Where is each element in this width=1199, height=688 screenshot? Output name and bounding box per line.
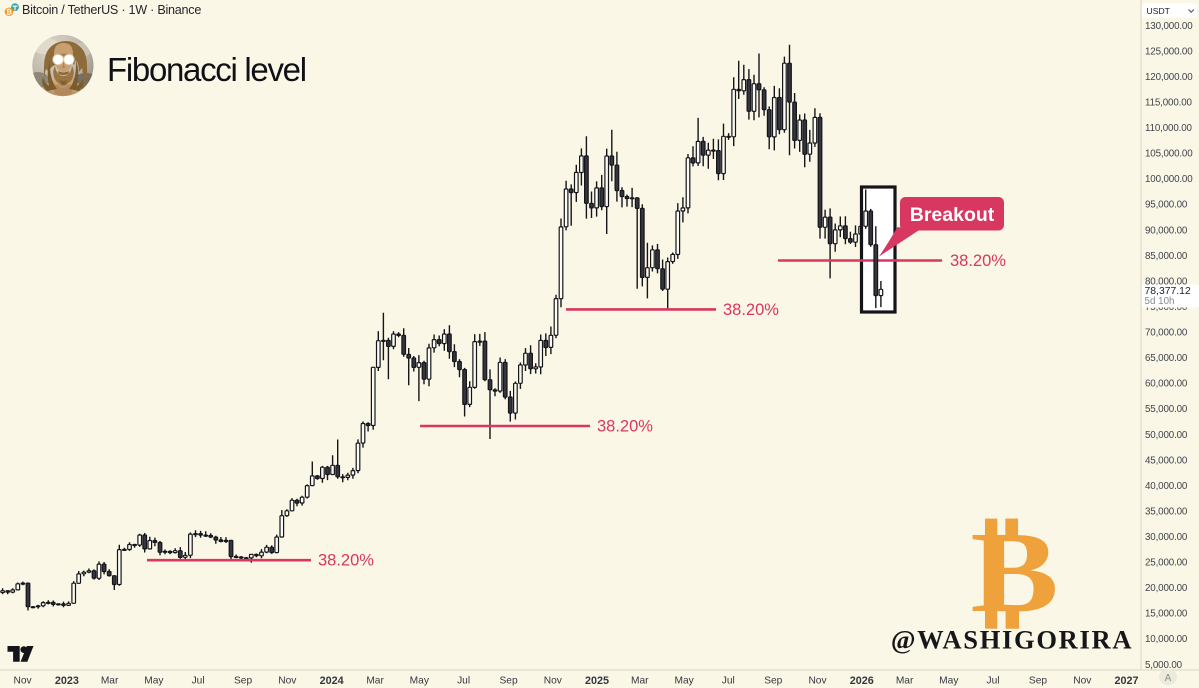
svg-text:50,000.00: 50,000.00: [1145, 430, 1188, 441]
svg-text:Mar: Mar: [101, 676, 119, 687]
svg-text:₿: ₿: [970, 507, 1058, 636]
svg-text:60,000.00: 60,000.00: [1145, 379, 1188, 390]
svg-text:@WASHIGORIRA: @WASHIGORIRA: [891, 625, 1133, 655]
svg-text:Jul: Jul: [986, 676, 999, 687]
svg-text:90,000.00: 90,000.00: [1145, 225, 1188, 236]
svg-text:120,000.00: 120,000.00: [1145, 72, 1193, 83]
svg-text:65,000.00: 65,000.00: [1145, 353, 1188, 364]
svg-text:105,000.00: 105,000.00: [1145, 149, 1193, 160]
svg-text:130,000.00: 130,000.00: [1145, 21, 1193, 32]
svg-text:125,000.00: 125,000.00: [1145, 46, 1193, 57]
svg-text:Nov: Nov: [278, 676, 297, 687]
svg-text:78,377.12: 78,377.12: [1145, 286, 1191, 297]
svg-text:2025: 2025: [585, 675, 609, 687]
svg-text:Breakout: Breakout: [910, 204, 995, 226]
svg-text:Mar: Mar: [631, 676, 649, 687]
svg-text:35,000.00: 35,000.00: [1145, 506, 1188, 517]
svg-text:30,000.00: 30,000.00: [1145, 532, 1188, 543]
svg-text:May: May: [939, 676, 959, 687]
svg-text:80,000.00: 80,000.00: [1145, 276, 1188, 287]
svg-text:₿: ₿: [6, 8, 12, 17]
svg-text:115,000.00: 115,000.00: [1145, 98, 1193, 109]
svg-text:95,000.00: 95,000.00: [1145, 200, 1188, 211]
svg-text:38.20%: 38.20%: [723, 301, 779, 319]
svg-text:5,000.00: 5,000.00: [1145, 660, 1183, 671]
svg-text:55,000.00: 55,000.00: [1145, 404, 1188, 415]
svg-text:Nov: Nov: [1073, 676, 1092, 687]
svg-text:Nov: Nov: [808, 676, 827, 687]
svg-text:Mar: Mar: [896, 676, 914, 687]
svg-text:38.20%: 38.20%: [950, 252, 1006, 270]
svg-text:Sep: Sep: [764, 676, 782, 687]
svg-text:45,000.00: 45,000.00: [1145, 455, 1188, 466]
svg-text:25,000.00: 25,000.00: [1145, 558, 1188, 569]
svg-text:Sep: Sep: [1029, 676, 1047, 687]
svg-text:38.20%: 38.20%: [597, 418, 653, 436]
svg-text:100,000.00: 100,000.00: [1145, 174, 1193, 185]
svg-text:85,000.00: 85,000.00: [1145, 251, 1188, 262]
svg-text:Mar: Mar: [366, 676, 384, 687]
svg-text:USDT: USDT: [1147, 6, 1171, 16]
svg-text:70,000.00: 70,000.00: [1145, 328, 1188, 339]
svg-text:15,000.00: 15,000.00: [1145, 609, 1188, 620]
svg-text:2027: 2027: [1114, 675, 1138, 687]
svg-text:A: A: [1165, 673, 1172, 684]
svg-text:Sep: Sep: [234, 676, 252, 687]
svg-text:5d 10h: 5d 10h: [1145, 296, 1175, 307]
svg-text:Sep: Sep: [500, 676, 518, 687]
svg-text:20,000.00: 20,000.00: [1145, 583, 1188, 594]
svg-text:Bitcoin / TetherUS · 1W · Bina: Bitcoin / TetherUS · 1W · Binance: [22, 3, 201, 17]
svg-text:10,000.00: 10,000.00: [1145, 634, 1188, 645]
svg-text:2024: 2024: [320, 675, 344, 687]
svg-text:Nov: Nov: [14, 676, 33, 687]
svg-text:Jul: Jul: [192, 676, 205, 687]
svg-text:May: May: [674, 676, 694, 687]
svg-text:40,000.00: 40,000.00: [1145, 481, 1188, 492]
svg-text:110,000.00: 110,000.00: [1145, 123, 1193, 134]
svg-text:Jul: Jul: [722, 676, 735, 687]
svg-text:Fibonacci level: Fibonacci level: [107, 51, 306, 88]
svg-text:May: May: [410, 676, 430, 687]
svg-text:Jul: Jul: [457, 676, 470, 687]
svg-text:2026: 2026: [850, 675, 874, 687]
svg-text:Nov: Nov: [544, 676, 563, 687]
svg-text:2023: 2023: [55, 675, 79, 687]
svg-text:38.20%: 38.20%: [318, 552, 374, 570]
svg-text:May: May: [144, 676, 164, 687]
